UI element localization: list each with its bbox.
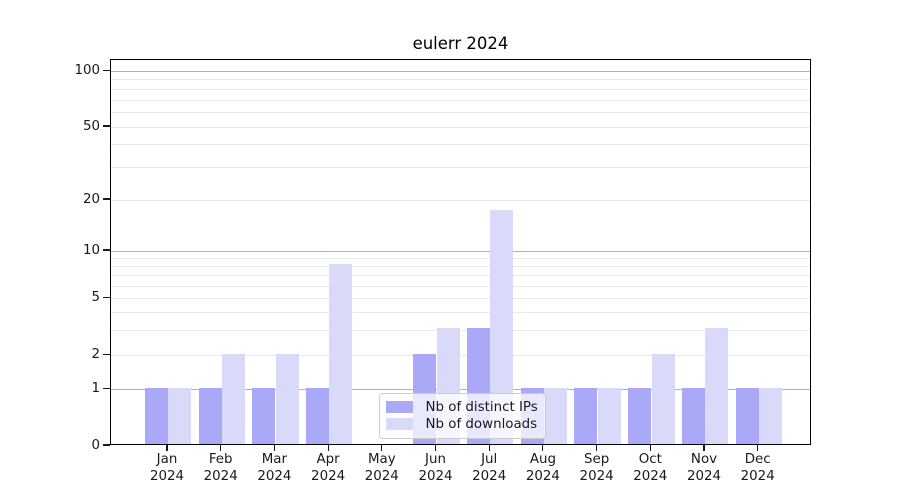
y-tick-mark: [103, 198, 110, 200]
x-tick-label: Nov 2024: [686, 452, 722, 484]
gridline-minor: [111, 355, 810, 356]
gridline-major: [111, 389, 810, 391]
x-tick-mark: [488, 445, 490, 451]
x-tick-mark: [166, 445, 168, 451]
bar-downloads-apr: [329, 264, 353, 444]
x-tick-label: Dec 2024: [740, 452, 775, 484]
gridline-minor: [111, 285, 810, 287]
y-tick-label: 100: [74, 63, 100, 78]
legend-label-downloads: Nb of downloads: [425, 416, 538, 432]
x-tick-label: Jan 2024: [149, 452, 185, 484]
bar-downloads-nov: [705, 328, 729, 444]
gridline-minor: [111, 167, 810, 169]
plot-area: Nb of distinct IPs Nb of downloads: [110, 59, 811, 445]
bar-distinct-ips-feb: [198, 387, 222, 444]
y-tick-mark: [103, 69, 110, 72]
bar-distinct-ips-mar: [252, 387, 276, 444]
y-tick-mark: [103, 444, 110, 446]
x-tick-mark: [757, 445, 759, 451]
gridline-minor: [111, 88, 810, 90]
legend-item-downloads: Nb of downloads: [385, 416, 538, 432]
legend-item-distinct-ips: Nb of distinct IPs: [385, 399, 538, 415]
gridline-minor: [111, 311, 810, 313]
gridline-minor: [111, 265, 810, 267]
gridline-minor: [111, 274, 810, 276]
x-tick-label: Apr 2024: [311, 452, 346, 484]
y-tick-label: 0: [91, 437, 100, 453]
x-tick-label: Jun 2024: [418, 452, 453, 484]
gridline-minor: [111, 298, 810, 299]
y-tick-mark: [103, 249, 110, 251]
x-tick-label: Jul 2024: [472, 452, 507, 484]
x-tick-mark: [220, 445, 222, 451]
gridline-minor: [111, 257, 810, 259]
x-tick-mark: [703, 445, 705, 451]
gridline-minor: [111, 111, 810, 113]
legend-swatch-distinct-ips-icon: [385, 401, 413, 413]
bar-downloads-oct: [651, 353, 675, 444]
gridline-minor: [111, 144, 810, 146]
y-tick-label: 10: [82, 242, 100, 258]
x-tick-mark: [542, 445, 544, 451]
gridline-minor: [111, 329, 810, 331]
legend-label-distinct-ips: Nb of distinct IPs: [425, 399, 538, 415]
bar-downloads-dec: [758, 387, 782, 444]
x-tick-mark: [381, 445, 383, 451]
bar-downloads-aug: [544, 387, 568, 444]
legend-swatch-downloads-icon: [385, 418, 413, 430]
bar-distinct-ips-nov: [681, 387, 705, 444]
y-tick-label: 50: [82, 118, 100, 134]
bar-distinct-ips-apr: [305, 387, 329, 444]
x-tick-mark: [327, 445, 329, 451]
y-tick-label: 2: [91, 347, 100, 362]
bar-downloads-sep: [597, 387, 621, 444]
y-tick-mark: [103, 125, 110, 127]
x-tick-label: Sep 2024: [579, 452, 614, 484]
gridline-minor: [111, 79, 810, 81]
x-tick-label: May 2024: [364, 452, 399, 484]
gridline-minor: [111, 126, 810, 128]
x-tick-mark: [434, 445, 437, 451]
bar-distinct-ips-oct: [628, 387, 652, 444]
x-tick-label: Oct 2024: [633, 452, 668, 484]
x-tick-mark: [596, 445, 598, 451]
bar-downloads-mar: [275, 353, 299, 444]
bar-downloads-jul: [490, 209, 514, 444]
gridline-major: [111, 71, 810, 73]
chart-title: eulerr 2024: [412, 34, 509, 53]
x-tick-label: Aug 2024: [525, 452, 560, 484]
y-tick-label: 1: [91, 381, 100, 396]
gridline-minor: [111, 99, 810, 101]
x-tick-label: Mar 2024: [257, 452, 292, 484]
gridline-major: [111, 250, 810, 252]
bar-distinct-ips-jan: [144, 387, 168, 444]
x-tick-mark: [649, 445, 651, 451]
gridline-minor: [111, 199, 810, 201]
y-tick-label: 5: [91, 290, 100, 305]
bar-downloads-feb: [221, 353, 245, 444]
x-tick-mark: [273, 445, 275, 451]
y-tick-label: 20: [82, 191, 100, 207]
legend: Nb of distinct IPs Nb of downloads: [378, 392, 546, 439]
y-tick-mark: [103, 387, 110, 390]
y-tick-mark: [103, 353, 110, 356]
bar-distinct-ips-dec: [735, 387, 759, 444]
y-tick-mark: [103, 296, 110, 299]
bar-downloads-jan: [168, 387, 192, 444]
bar-distinct-ips-sep: [574, 387, 598, 444]
x-tick-label: Feb 2024: [203, 452, 238, 484]
